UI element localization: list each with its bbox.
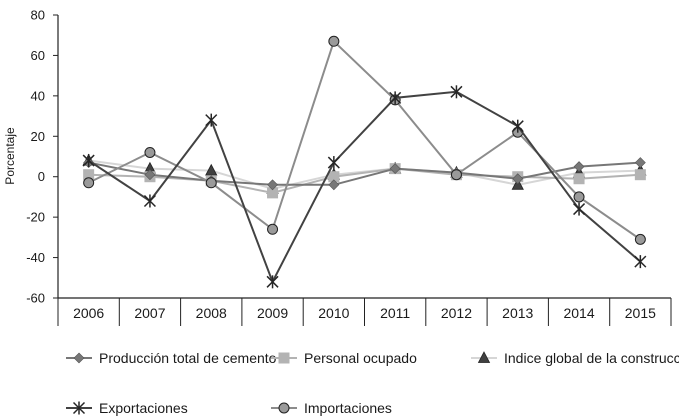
legend-marker-circle: [278, 402, 290, 414]
legend-label: Personal ocupado: [304, 350, 417, 366]
data-point-circle: [83, 177, 95, 189]
legend-label: Producción total de cemento: [99, 350, 277, 366]
legend-label: Importaciones: [304, 400, 392, 416]
data-point-diamond: [144, 169, 156, 181]
legend-label: Indice global de la construcción: [504, 350, 679, 366]
series-line-diamond: [88, 161, 641, 186]
x-tick-label: 2010: [318, 305, 349, 321]
data-point-star: [327, 156, 340, 170]
data-point-circle: [267, 223, 279, 235]
data-point-star: [511, 119, 524, 133]
data-point-diamond: [573, 161, 585, 173]
data-point-square: [267, 187, 279, 199]
data-point-square: [573, 173, 585, 185]
x-tick-label: 2014: [563, 305, 594, 321]
legend-item-square: Personal ocupado: [271, 350, 417, 366]
data-point-star: [573, 202, 586, 216]
data-point-star: [634, 255, 647, 269]
x-tick-label: 2012: [441, 305, 472, 321]
y-axis-title: Porcentaje: [3, 127, 17, 185]
data-point-circle: [328, 35, 340, 47]
y-tick-label: 40: [31, 88, 45, 103]
legend-marker-triangle: [477, 351, 491, 363]
data-point-star: [450, 85, 463, 99]
x-tick-label: 2007: [134, 305, 165, 321]
data-point-circle: [205, 177, 217, 189]
legend-label: Exportaciones: [99, 400, 188, 416]
series-circle: [83, 35, 646, 245]
legend-marker-diamond: [73, 352, 85, 364]
legend-item-diamond: Producción total de cemento: [66, 350, 277, 366]
data-point-triangle: [205, 163, 218, 176]
y-tick-label: 60: [31, 48, 45, 63]
data-point-star: [266, 275, 279, 289]
data-point-star: [82, 154, 95, 168]
data-point-circle: [573, 191, 585, 203]
x-tick-label: 2011: [380, 305, 410, 321]
data-point-diamond: [634, 157, 646, 168]
series-diamond: [83, 157, 646, 191]
data-point-star: [205, 113, 218, 127]
data-point-star: [143, 194, 156, 208]
data-point-diamond: [512, 173, 524, 185]
y-tick-label: -40: [26, 250, 45, 265]
data-point-circle: [144, 146, 156, 158]
x-tick-label: 2009: [257, 305, 288, 321]
y-tick-label: 80: [31, 8, 45, 23]
y-tick-label: 20: [31, 129, 45, 144]
data-point-star: [389, 91, 402, 105]
data-point-square: [83, 169, 95, 181]
x-tick-label: 2015: [625, 305, 656, 321]
y-tick-label: 0: [38, 169, 45, 184]
data-point-square: [634, 169, 646, 181]
y-tick-label: -60: [26, 291, 45, 306]
data-point-square: [328, 171, 340, 183]
data-point-diamond: [389, 163, 401, 175]
x-tick-label: 2013: [502, 305, 533, 321]
x-tick-label: 2006: [73, 305, 104, 321]
series-star: [82, 85, 647, 289]
data-point-circle: [450, 169, 462, 181]
series-line-triangle: [88, 159, 641, 190]
data-point-diamond: [328, 179, 340, 191]
data-point-diamond: [267, 179, 278, 191]
x-tick-label: 2008: [196, 305, 227, 321]
legend-marker-star: [72, 401, 86, 415]
legend-item-star: Exportaciones: [66, 400, 188, 416]
series-line-square: [88, 167, 641, 194]
legend: Producción total de cemento Personal ocup…: [66, 350, 679, 416]
legend-marker-square: [278, 352, 290, 364]
legend-item-circle: Importaciones: [271, 400, 392, 416]
data-point-circle: [634, 233, 646, 245]
series-line-star: [88, 90, 642, 285]
y-tick-label: -20: [26, 210, 45, 225]
series-line-circle: [88, 39, 641, 241]
legend-item-triangle: Indice global de la construcción: [471, 350, 679, 366]
